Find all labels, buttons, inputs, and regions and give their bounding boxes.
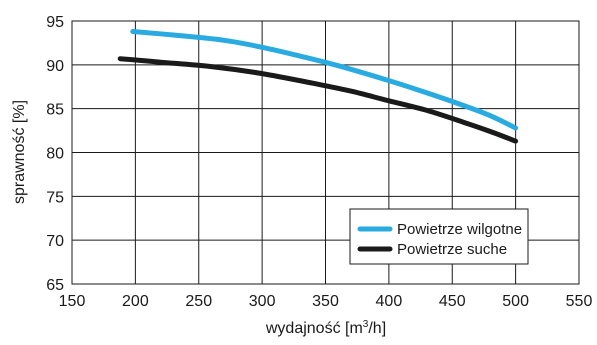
x-axis-label-superscript: 3 [363,319,369,330]
legend-label-powietrze-suche: Powietrze suche [397,241,507,258]
y-tick-label: 75 [46,189,64,206]
y-tick-label: 70 [46,233,64,250]
tick-labels: 150 200 250 300 350 400 450 500 550 65 70 75 80 85 90 9… [46,14,592,310]
y-tick-label: 85 [46,102,64,119]
legend-label-powietrze-wilgotne: Powietrze wilgotne [397,221,522,238]
y-tick-label: 80 [46,146,64,163]
x-tick-label: 300 [249,293,276,310]
x-tick-label: 350 [312,293,339,310]
series-group [117,29,519,144]
x-tick-label: 250 [185,293,212,310]
series-line-powietrze-suche [117,56,519,144]
y-axis-label: sprawność [%] [11,100,28,204]
y-tick-label: 90 [46,58,64,75]
y-tick-label: 65 [46,277,64,294]
x-axis-label: wydajność [m3/h] [265,319,386,337]
x-tick-label: 400 [376,293,403,310]
x-axis-label-main: wydajność [m [265,320,363,337]
x-axis-label-tail: /h] [368,320,386,337]
legend-box [349,208,529,265]
legend: Powietrze wilgotne Powietrze suche [349,208,529,265]
x-tick-label: 500 [502,293,529,310]
x-tick-label: 450 [439,293,466,310]
series-line-powietrze-wilgotne [130,29,519,131]
plot-frame [71,20,580,285]
grid [72,21,579,284]
x-tick-label: 200 [122,293,149,310]
y-tick-label: 95 [46,14,64,31]
x-tick-label: 150 [59,293,86,310]
x-tick-label: 550 [566,293,593,310]
